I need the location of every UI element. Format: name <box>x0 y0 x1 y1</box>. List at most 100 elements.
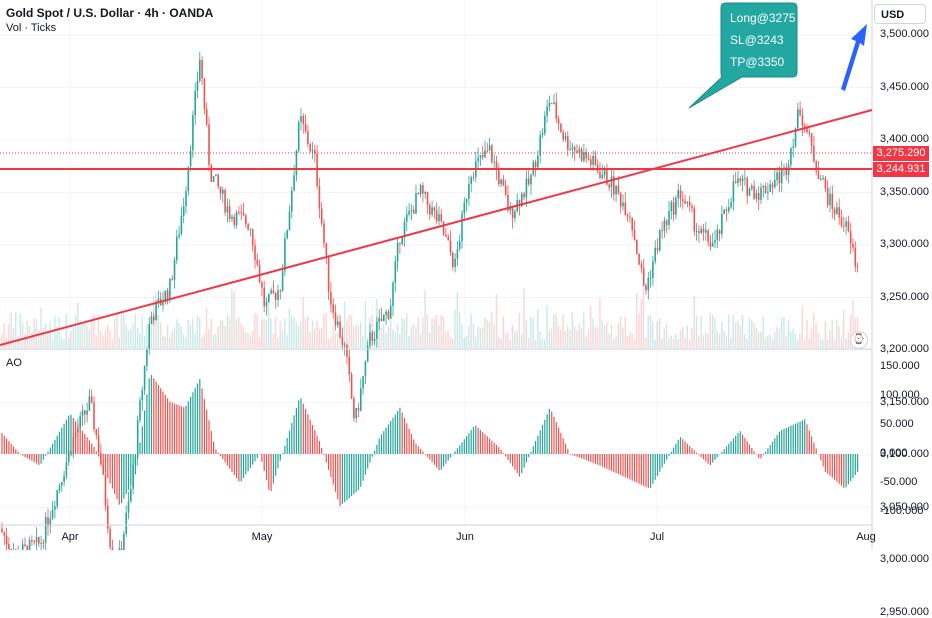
volume-bar <box>295 322 297 348</box>
volume-bar <box>820 339 822 348</box>
ao-bar <box>459 445 461 454</box>
ao-bar <box>417 446 419 454</box>
ao-bar <box>838 454 840 484</box>
volume-bar <box>24 333 26 348</box>
volume-bar <box>378 318 380 348</box>
candle-body <box>638 253 640 265</box>
candle-body <box>721 213 723 235</box>
currency-button[interactable]: USD <box>874 4 926 24</box>
volume-bar <box>33 318 35 348</box>
ao-bar <box>194 387 196 454</box>
candle-body <box>587 158 590 160</box>
candle-body <box>751 185 753 189</box>
ao-bar <box>137 454 139 459</box>
candle-body <box>385 311 387 315</box>
ao-bar <box>548 408 550 454</box>
candle-body <box>463 202 466 214</box>
volume-bar <box>624 317 626 348</box>
ao-bar <box>54 439 56 454</box>
volume-bar <box>194 333 196 348</box>
candle-body <box>511 206 514 219</box>
time-label: May <box>251 531 273 543</box>
price-tick-label: 3,500.000 <box>880 28 929 40</box>
volume-bar <box>659 317 661 348</box>
candle-body <box>686 201 689 204</box>
ao-bar <box>245 454 247 475</box>
volume-bar <box>700 315 702 348</box>
ao-bar <box>256 454 258 458</box>
volume-bar <box>481 327 484 348</box>
ao-bar <box>173 403 176 454</box>
candle-body <box>67 451 70 463</box>
candle-body <box>203 78 206 110</box>
volume-bar <box>498 336 500 348</box>
ao-bar <box>341 454 343 505</box>
candle-body <box>514 211 516 219</box>
ao-bar <box>769 445 771 454</box>
candle-body <box>755 193 758 199</box>
volume-bar <box>426 314 429 348</box>
volume-bar <box>794 334 797 348</box>
ao-bar <box>500 449 502 454</box>
alert-clock-icon[interactable]: ⌚ <box>850 331 868 349</box>
price-tick-label: 3,100.000 <box>880 448 929 460</box>
candle-body <box>633 230 636 241</box>
price-tick-label: 3,200.000 <box>880 343 929 355</box>
volume-bar <box>31 332 33 348</box>
volume-bar <box>601 320 603 348</box>
candle-body <box>192 115 194 151</box>
candle-body <box>415 193 417 214</box>
volume-bar <box>111 339 113 348</box>
volume-bar <box>757 331 760 348</box>
volume-bar <box>134 314 136 348</box>
volume-bar <box>838 326 840 348</box>
ao-bar <box>330 454 332 478</box>
volume-bar <box>847 331 849 348</box>
ao-bar <box>311 425 314 454</box>
candle-body <box>578 148 581 153</box>
ao-bar <box>157 384 159 454</box>
callout-bubble[interactable] <box>688 2 798 109</box>
ao-bar <box>790 425 792 454</box>
candle-body <box>81 410 84 416</box>
ao-bar <box>401 412 403 454</box>
volume-bar <box>813 313 815 348</box>
candle-body <box>300 116 302 122</box>
ao-bar <box>77 424 79 454</box>
candle-body <box>438 214 440 222</box>
ao-bar <box>702 454 705 460</box>
volume-bar <box>226 314 228 348</box>
ao-bar <box>567 448 569 454</box>
volume-bar <box>201 337 203 348</box>
volume-bar <box>762 315 764 348</box>
volume-bar <box>741 314 744 348</box>
candle-body <box>665 220 668 226</box>
volume-bar <box>693 296 695 348</box>
ao-bar <box>698 454 700 455</box>
candle-body <box>378 318 380 322</box>
candle-body <box>472 177 475 179</box>
ao-bar <box>719 454 721 455</box>
up-arrow-icon[interactable] <box>841 24 867 91</box>
volume-bar <box>608 333 610 348</box>
ao-bar <box>104 454 107 473</box>
volume-bar <box>187 319 189 348</box>
ao-bar <box>91 443 93 454</box>
volume-bar <box>330 337 332 348</box>
ao-bar <box>383 431 385 454</box>
ao-bar <box>693 450 695 454</box>
volume-bar <box>587 329 590 348</box>
volume-bar <box>141 317 143 348</box>
candle-body <box>231 216 233 220</box>
volume-bar <box>532 318 534 348</box>
ao-bar <box>348 454 350 499</box>
ao-bar <box>493 442 495 454</box>
ao-bar <box>144 410 146 454</box>
volume-bar <box>431 318 433 348</box>
trendline[interactable] <box>0 109 873 346</box>
volume-bar <box>452 338 454 348</box>
volume-bar <box>325 312 327 348</box>
volume-bar <box>81 322 84 348</box>
chart-canvas[interactable] <box>0 0 932 550</box>
ao-bar <box>811 436 813 454</box>
